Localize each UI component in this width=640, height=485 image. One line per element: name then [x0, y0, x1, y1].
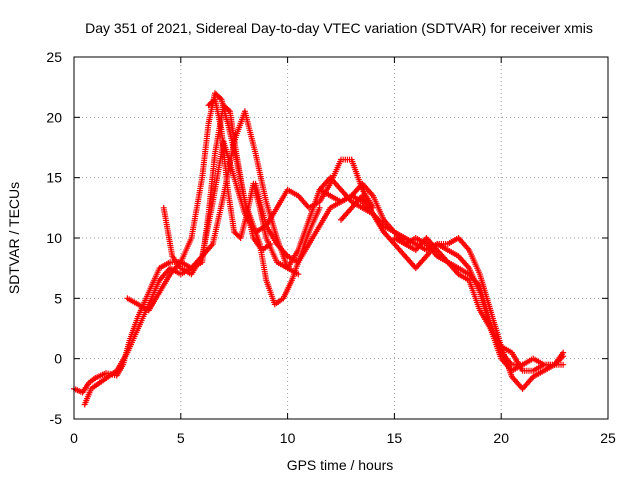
- y-tick-label: 25: [46, 49, 62, 65]
- y-tick-label: 5: [54, 290, 62, 306]
- y-axis-label: SDTVAR / TECUs: [6, 182, 22, 294]
- data-point: [560, 349, 567, 356]
- x-tick-label: 10: [280, 430, 296, 446]
- series-pass-5: [205, 96, 387, 272]
- x-tick-label: 20: [493, 430, 509, 446]
- data-point: [560, 361, 567, 368]
- data-point: [316, 204, 323, 211]
- tick-layer: [73, 56, 609, 420]
- series-pass-2: [81, 108, 302, 408]
- grid-layer: [74, 57, 608, 419]
- y-tick-label: -5: [50, 411, 63, 427]
- series-layer: [71, 90, 567, 408]
- x-tick-label: 0: [70, 430, 78, 446]
- y-tick-label: 20: [46, 109, 62, 125]
- x-tick-label: 5: [177, 430, 185, 446]
- x-tick-label: 25: [600, 430, 616, 446]
- series-pass-1: [71, 90, 274, 396]
- y-tick-label: 0: [54, 351, 62, 367]
- y-tick-label: 15: [46, 170, 62, 186]
- x-tick-label: 15: [387, 430, 403, 446]
- chart-title: Day 351 of 2021, Sidereal Day-to-day VTE…: [85, 20, 593, 36]
- series-pass-3: [124, 102, 323, 314]
- x-axis-label: GPS time / hours: [287, 457, 394, 473]
- series-pass-4: [160, 138, 377, 278]
- tick-label-layer: 0 5 10 15 20 25 -5 0 5 10 15 20 25: [46, 49, 616, 446]
- series-pass-9: [391, 235, 567, 374]
- y-tick-label: 10: [46, 230, 62, 246]
- data-point: [225, 107, 232, 114]
- series-pass-7: [316, 180, 567, 374]
- data-point: [217, 95, 224, 102]
